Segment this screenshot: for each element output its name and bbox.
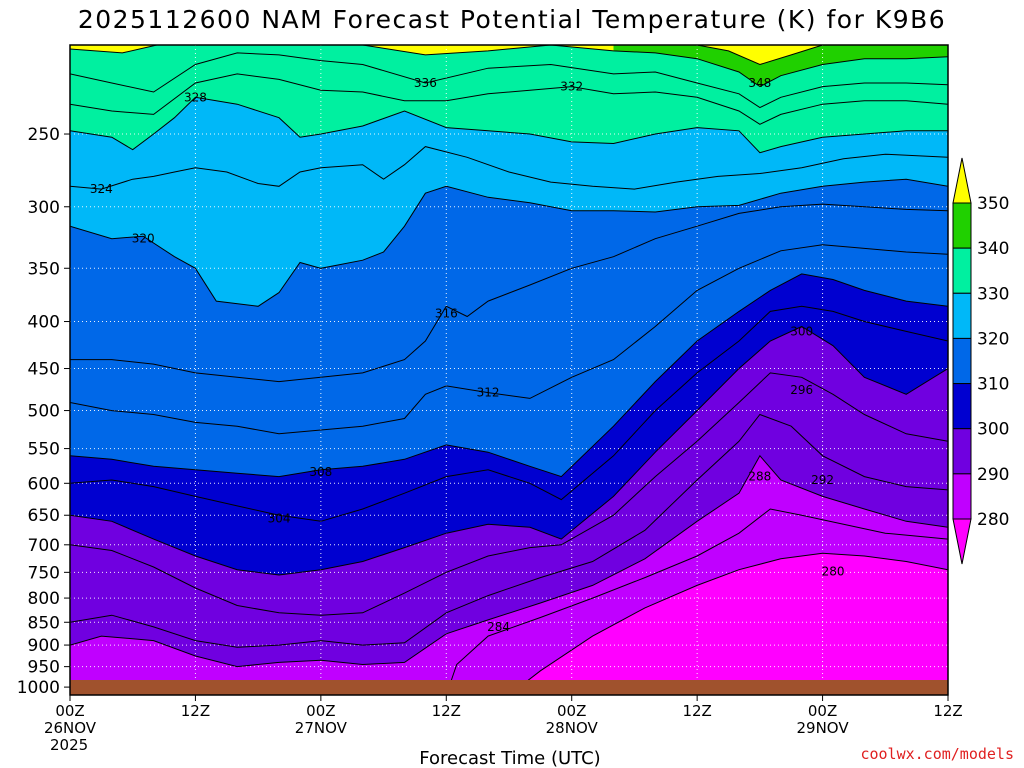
colorbar-label-280: 280 [977,510,1009,530]
colorbar-label-340: 340 [977,239,1009,259]
contour-label-296: 296 [790,383,813,397]
isentrope-316 [70,203,948,383]
colorbar-label-330: 330 [977,284,1009,304]
contour-label-320: 320 [132,232,155,246]
y-tick-label-450: 450 [28,360,60,380]
isentrope-328 [70,96,948,154]
contour-label-332: 332 [560,80,583,94]
colorbar-segment-330 [952,292,972,339]
colorbar: 280 290 300 310 320 330 340 350 [952,157,1009,565]
isentrope-324 [70,146,948,190]
y-axis: 250 300 350 400 450 500 550 600 650 700 750 800 850 9… [17,125,70,698]
colorbar-label-300: 300 [977,420,1009,440]
contour-label-336: 336 [414,76,437,90]
x-tick-label-0-0: 00Z [55,702,84,720]
plot-area: 280 284 288 292 296 300 304 308 312 316 320 324 328 3… [70,45,948,695]
x-tick-label-24-0: 00Z [306,702,335,720]
contour-label-292: 292 [811,473,834,487]
colorbar-top-arrow [952,157,972,204]
colorbar-segment-350 [952,202,972,249]
x-tick-label-0-2: 2025 [50,736,88,754]
y-tick-label-550: 550 [28,440,60,460]
x-tick-label-24-1: 27NOV [295,719,348,737]
contour-label-288: 288 [748,470,771,484]
colorbar-label-290: 290 [977,465,1009,485]
x-tick-label-0-1: 26NOV [44,719,97,737]
y-tick-label-1000: 1000 [17,678,60,698]
contour-label-324: 324 [90,182,113,196]
colorbar-label-350: 350 [977,194,1009,214]
isentrope-284 [445,508,948,695]
colorbar-segment-310 [952,383,972,430]
isentrope-296 [70,372,948,616]
y-tick-label-750: 750 [28,563,60,583]
contour-label-284: 284 [487,620,510,634]
colorbar-label-320: 320 [977,329,1009,349]
isentrope-288 [70,454,948,668]
colorbar-label-310: 310 [977,375,1009,395]
y-tick-label-600: 600 [28,474,60,494]
isentrope-340 [70,45,948,88]
contour-label-280: 280 [822,564,845,578]
isentrope-lines [70,45,948,695]
isentrope-304 [70,305,948,522]
y-tick-label-350: 350 [28,259,60,279]
x-tick-label-84-0: 12Z [933,702,962,720]
contour-fills [70,45,948,695]
contour-label-308: 308 [309,465,332,479]
contour-label-300: 300 [790,324,813,338]
isentrope-280 [508,552,948,695]
band-fill-280 [509,553,948,695]
y-tick-label-900: 900 [28,636,60,656]
y-tick-label-800: 800 [28,589,60,609]
colorbar-bottom-arrow [952,518,972,565]
x-tick-label-60-0: 12Z [682,702,711,720]
x-tick-label-48-0: 00Z [557,702,586,720]
y-tick-label-300: 300 [28,198,60,218]
chart-title: 2025112600 NAM Forecast Potential Temper… [78,5,946,34]
y-tick-label-400: 400 [28,313,60,333]
isentrope-348 [686,45,828,66]
plot-frame [69,44,949,696]
x-tick-label-72-0: 00Z [808,702,837,720]
contour-label-348: 348 [748,76,771,90]
colorbar-segment-300 [952,428,972,475]
y-tick-label-250: 250 [28,125,60,145]
x-tick-label-12-0: 12Z [181,702,210,720]
x-tick-label-36-0: 12Z [432,702,461,720]
contour-label-312: 312 [477,386,500,400]
isentrope-332 [70,73,948,125]
contour-label-316: 316 [435,306,458,320]
contour-label-328: 328 [184,90,207,104]
credit-text: coolwx.com/models [860,745,1014,763]
colorbar-segment-290 [952,473,972,520]
y-tick-label-650: 650 [28,506,60,526]
y-tick-label-850: 850 [28,613,60,633]
y-tick-label-500: 500 [28,402,60,422]
colorbar-segment-320 [952,337,972,385]
colorbar-segment-340 [952,247,972,294]
isentrope-320 [70,178,948,307]
contour-label-304: 304 [268,511,291,525]
x-tick-label-72-1: 29NOV [797,719,850,737]
isentrope-336 [70,52,948,109]
x-tick-label-48-1: 28NOV [546,719,599,737]
isentrope-300 [70,325,948,576]
x-axis-label: Forecast Time (UTC) [419,748,600,768]
isentrope-292 [70,413,948,648]
isentrope-312 [70,244,948,435]
grid-lines [70,45,948,695]
y-tick-label-700: 700 [28,536,60,556]
isentrope-308 [70,273,948,478]
ground-surface [70,680,948,695]
contour-labels: 280 284 288 292 296 300 304 308 312 316 320 324 328 3… [90,76,845,634]
y-tick-label-950: 950 [28,658,60,678]
